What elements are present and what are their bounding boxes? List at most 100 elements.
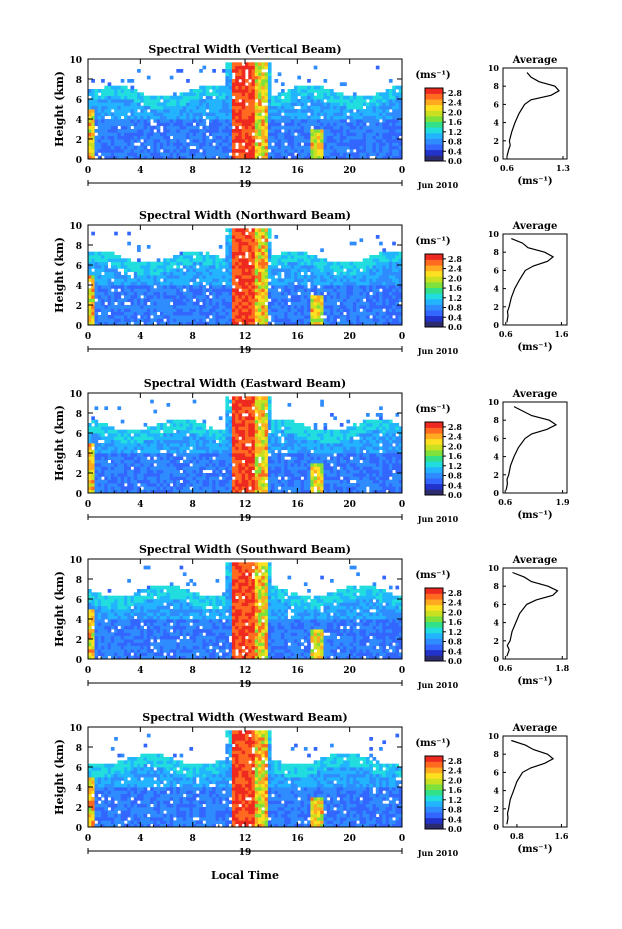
- heatmap-cell: [143, 268, 148, 273]
- heatmap-cell: [186, 295, 190, 299]
- heatmap-cell: [110, 85, 115, 90]
- heatmap-cell: [251, 255, 256, 259]
- heatmap-cell: [94, 473, 99, 477]
- heatmap-cell: [94, 463, 99, 467]
- heatmap-cell: [307, 305, 311, 309]
- x-tick-label: 0: [399, 166, 405, 176]
- heatmap-cell: [179, 129, 184, 133]
- heatmap-cell: [294, 99, 298, 103]
- heatmap-cell: [120, 95, 125, 100]
- heatmap-cell: [284, 255, 288, 259]
- heatmap-cell: [330, 99, 334, 103]
- heatmap-cell: [195, 429, 200, 434]
- heatmap-cell: [130, 285, 135, 289]
- heatmap-cell: [231, 291, 236, 296]
- heatmap-cell: [179, 132, 184, 137]
- heatmap-cell: [127, 139, 131, 143]
- heatmap-cell: [225, 132, 230, 137]
- heatmap-cell: [133, 473, 138, 477]
- heatmap-cell: [130, 318, 135, 323]
- heatmap-cell: [303, 251, 308, 256]
- heatmap-cell: [267, 122, 272, 127]
- heatmap-cell: [343, 129, 347, 133]
- heatmap-cell: [91, 476, 95, 481]
- heatmap-cell: [254, 115, 259, 120]
- heatmap-cell: [107, 483, 112, 487]
- heatmap-cell: [202, 423, 207, 427]
- heatmap-cell: [179, 125, 184, 130]
- heatmap-cell: [395, 92, 400, 97]
- heatmap-cell: [362, 311, 367, 316]
- heatmap-cell: [297, 132, 301, 137]
- heatmap-cell: [195, 268, 200, 273]
- heatmap-cell: [297, 271, 301, 276]
- heatmap-cell: [235, 318, 239, 323]
- heatmap-cell: [107, 489, 112, 494]
- heatmap-cell: [343, 315, 347, 319]
- heatmap-cell: [339, 99, 344, 103]
- heatmap-cell: [261, 275, 266, 279]
- heatmap-cell: [346, 99, 351, 103]
- heatmap-cell: [176, 291, 180, 296]
- heatmap-cell: [254, 109, 259, 113]
- heatmap-cell: [133, 275, 138, 279]
- heatmap-cell: [245, 155, 249, 160]
- colorbar-segment: [425, 321, 443, 328]
- heatmap-cell: [343, 122, 347, 127]
- heatmap-cell: [94, 429, 99, 434]
- heatmap-cell: [195, 486, 200, 491]
- heatmap-cell: [395, 305, 400, 309]
- heatmap-cell: [398, 119, 403, 123]
- heatmap-cell: [261, 241, 266, 246]
- heatmap-cell: [173, 443, 177, 447]
- colorbar-tick-label: 2.4: [448, 98, 462, 108]
- heatmap-cell: [254, 315, 259, 319]
- heatmap-cell: [143, 453, 148, 457]
- heatmap-cell: [192, 95, 197, 100]
- heatmap-cell: [199, 291, 203, 296]
- heatmap-cell: [186, 489, 190, 494]
- heatmap-cell: [127, 95, 131, 100]
- heatmap-cell: [140, 145, 144, 150]
- heatmap-cell: [248, 311, 252, 316]
- heatmap-cell: [120, 92, 125, 97]
- heatmap-cell: [238, 298, 243, 303]
- heatmap-cell: [94, 311, 99, 316]
- heatmap-cell: [173, 419, 177, 424]
- heatmap-cell: [300, 285, 305, 289]
- heatmap-cell: [166, 429, 171, 434]
- heatmap-cell: [218, 105, 223, 110]
- heatmap-cell: [146, 99, 151, 103]
- heatmap-cell: [235, 132, 239, 137]
- heatmap-cell: [88, 139, 92, 143]
- heatmap-cell: [261, 129, 266, 133]
- y-tick-label: 8: [76, 76, 82, 86]
- heatmap-cell: [163, 142, 167, 147]
- heatmap-cell: [248, 69, 252, 73]
- heatmap-cell: [127, 476, 131, 481]
- heatmap-cell: [205, 89, 210, 93]
- heatmap-cell: [94, 142, 99, 147]
- heatmap-cell: [254, 129, 259, 133]
- heatmap-cell: [182, 135, 187, 140]
- heatmap-cell: [235, 155, 239, 160]
- heatmap-cell: [133, 135, 138, 140]
- heatmap-cell: [222, 115, 226, 120]
- heatmap-cell: [209, 298, 213, 303]
- heatmap-cell: [388, 145, 393, 150]
- heatmap-cell: [352, 125, 357, 130]
- heatmap-cell: [258, 228, 262, 233]
- heatmap-cell: [133, 321, 138, 326]
- colorbar-frame: [424, 87, 444, 162]
- heatmap-cell: [189, 275, 194, 279]
- heatmap-cell: [336, 275, 341, 279]
- heatmap-cell: [277, 129, 282, 133]
- heatmap-cell: [199, 92, 203, 97]
- heatmap-cell: [156, 489, 161, 494]
- heatmap-cell: [277, 92, 282, 97]
- heatmap-cell: [202, 278, 207, 283]
- heatmap-cell: [339, 152, 344, 157]
- heatmap-cell: [228, 311, 233, 316]
- heatmap-cell: [120, 288, 125, 293]
- heatmap-cell: [137, 99, 141, 103]
